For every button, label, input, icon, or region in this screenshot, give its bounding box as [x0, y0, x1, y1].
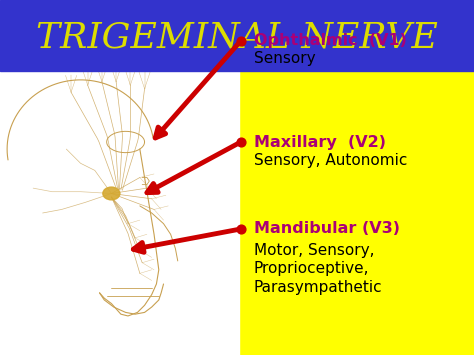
- Point: [237, 226, 245, 232]
- Circle shape: [103, 187, 120, 200]
- Text: Parasympathetic: Parasympathetic: [254, 280, 382, 295]
- Text: TRIGEMINAL NERVE: TRIGEMINAL NERVE: [36, 20, 438, 54]
- Text: Sensory: Sensory: [254, 51, 315, 66]
- Text: Motor, Sensory,: Motor, Sensory,: [254, 243, 374, 258]
- Bar: [0, 0, 474, 71]
- Bar: [239, 0, 474, 355]
- Text: Proprioceptive,: Proprioceptive,: [254, 261, 369, 276]
- Text: Maxillary  (V2): Maxillary (V2): [254, 135, 385, 149]
- Point: [237, 38, 245, 44]
- Text: Sensory, Autonomic: Sensory, Autonomic: [254, 153, 407, 168]
- Point: [237, 139, 245, 145]
- Text: Mandibular (V3): Mandibular (V3): [254, 222, 400, 236]
- Bar: [0, 71, 239, 355]
- Text: Ophthalmic  (V1): Ophthalmic (V1): [254, 33, 407, 48]
